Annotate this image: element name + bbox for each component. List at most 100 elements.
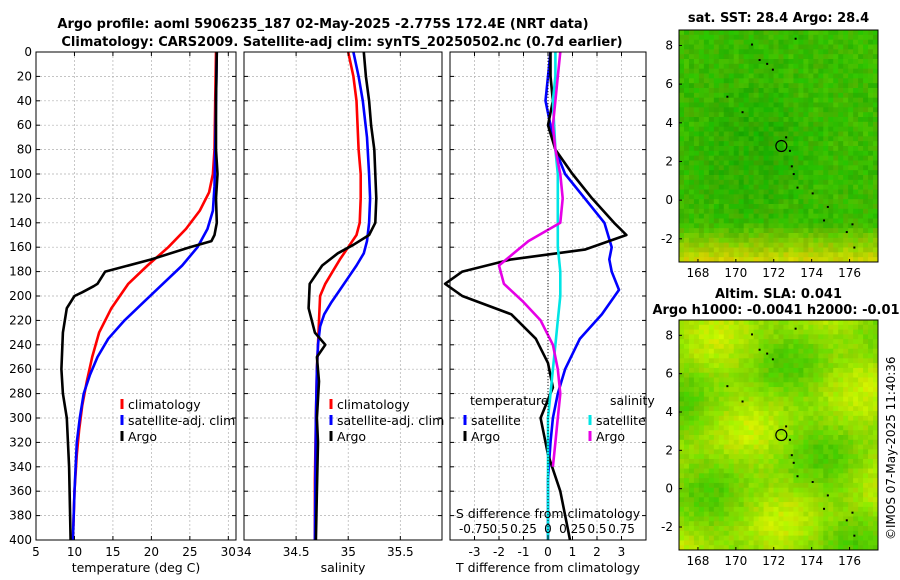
map-cell	[798, 487, 804, 493]
map-cell	[873, 83, 879, 89]
map-cell	[798, 208, 804, 215]
map-cell	[768, 184, 774, 190]
map-cell	[783, 458, 789, 465]
map-cell	[838, 545, 844, 551]
map-cell	[798, 454, 804, 460]
map-cell	[713, 415, 720, 422]
map-cell	[863, 343, 869, 350]
map-cell	[858, 242, 864, 248]
map-cell	[793, 516, 799, 522]
map-cell	[748, 184, 755, 190]
map-cell	[863, 102, 869, 108]
map-cell	[758, 68, 764, 74]
map-cell	[808, 97, 814, 103]
map-cell	[778, 387, 784, 393]
map-cell	[788, 88, 794, 94]
map-cell	[683, 136, 690, 142]
map-cell	[753, 146, 760, 152]
map-cell	[778, 367, 784, 374]
map-cell	[708, 204, 715, 210]
map-cell	[803, 511, 809, 517]
map-cell	[823, 444, 829, 450]
map-cell	[798, 367, 804, 374]
map-cell	[708, 497, 715, 503]
map-cell	[693, 396, 700, 402]
map-cell	[868, 348, 874, 354]
map-cell	[679, 34, 685, 41]
map-cell	[703, 44, 710, 50]
map-cell	[763, 343, 769, 350]
map-cell	[698, 92, 705, 99]
map-cell	[803, 387, 809, 393]
map-cell	[688, 324, 695, 330]
map-cell	[713, 44, 720, 50]
map-cell	[853, 160, 859, 166]
map-cell	[758, 391, 764, 398]
map-cell	[728, 112, 735, 118]
map-cell	[833, 83, 839, 89]
map-cell	[828, 511, 834, 517]
map-cell	[703, 458, 710, 465]
map-cell	[798, 97, 804, 103]
map-cell	[733, 160, 740, 166]
map-cell	[713, 150, 720, 157]
map-cell	[798, 435, 804, 441]
map-cell	[753, 545, 760, 551]
map-cell	[733, 170, 740, 176]
map-cell	[848, 208, 854, 215]
map-cell	[683, 194, 690, 200]
map-cell	[813, 435, 819, 441]
map-cell	[838, 54, 844, 60]
map-cell	[718, 396, 725, 402]
map-cell	[823, 435, 829, 441]
x-tick-label: 170	[724, 554, 747, 568]
map-cell	[863, 107, 869, 113]
map-cell	[753, 107, 760, 113]
map-cell	[818, 204, 824, 210]
map-cell	[828, 473, 834, 479]
map-cell	[823, 511, 829, 517]
map-cell	[698, 530, 705, 537]
map-cell	[793, 439, 799, 445]
map-cell	[798, 444, 804, 450]
map-cell	[803, 252, 809, 258]
map-cell	[698, 68, 705, 74]
map-cell	[763, 526, 769, 532]
y-tick-label: 0	[665, 482, 673, 496]
map-cell	[788, 439, 794, 445]
map-cell	[763, 473, 769, 479]
map-cell	[743, 59, 750, 65]
map-cell	[738, 506, 745, 513]
map-cell	[698, 348, 705, 354]
map-cell	[688, 160, 695, 166]
map-cell	[679, 382, 685, 388]
map-cell	[788, 468, 794, 474]
map-cell	[793, 68, 799, 74]
map-cell	[778, 343, 784, 350]
map-cell	[743, 458, 750, 465]
map-cell	[843, 343, 849, 350]
top-tick-label: 0.5	[489, 522, 508, 536]
map-cell	[688, 478, 695, 484]
map-cell	[843, 526, 849, 532]
map-cell	[798, 320, 804, 326]
map-cell	[683, 78, 690, 84]
map-cell	[758, 102, 764, 108]
map-cell	[783, 425, 789, 431]
map-cell	[713, 117, 720, 123]
map-cell	[753, 401, 760, 407]
map-cell	[728, 406, 735, 412]
map-cell	[868, 160, 874, 166]
map-cell	[803, 367, 809, 374]
map-cell	[788, 102, 794, 108]
map-cell	[723, 411, 730, 417]
map-cell	[828, 530, 834, 537]
map-cell	[838, 34, 844, 41]
map-cell	[868, 458, 874, 465]
map-cell	[758, 165, 764, 171]
map-cell	[848, 478, 854, 484]
map-cell	[808, 126, 814, 132]
map-cell	[818, 468, 824, 474]
map-cell	[828, 175, 834, 181]
map-cell	[793, 444, 799, 450]
